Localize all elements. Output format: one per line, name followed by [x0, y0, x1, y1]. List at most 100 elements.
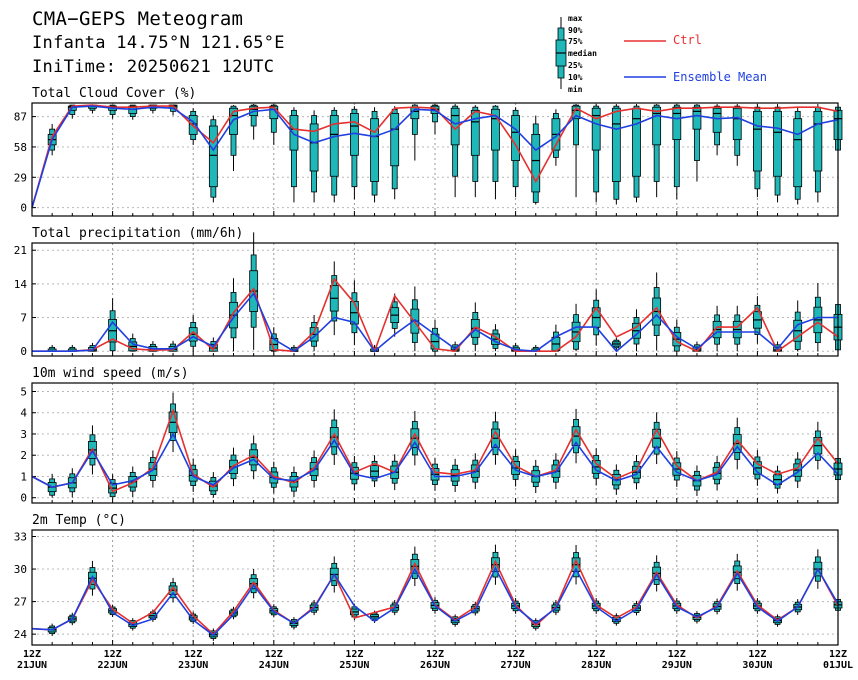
cloud-box-inner	[753, 110, 762, 172]
cloud-box	[511, 107, 521, 198]
precip-box	[390, 293, 400, 337]
wind-frame	[31, 382, 839, 504]
cloud-box	[732, 104, 742, 166]
x-tick-label-time: 12Z	[23, 649, 41, 660]
precip-box	[329, 261, 339, 336]
cloud-box	[289, 107, 299, 203]
x-tick-label-time: 12Z	[184, 649, 202, 660]
wind-box	[168, 392, 178, 453]
wind-mean-line	[31, 432, 839, 488]
precip-box	[188, 314, 198, 352]
cloud-box-inner	[793, 118, 803, 188]
temp-panel: 24 27 30 33	[14, 529, 843, 646]
cloud-box	[450, 104, 460, 198]
x-tick-label-time: 12Z	[426, 649, 444, 660]
wind-y-tick-label: 0	[20, 492, 27, 505]
wind-y-tick-label: 5	[20, 385, 27, 398]
cloud-box	[672, 104, 682, 200]
legend-box-label: max	[568, 14, 583, 23]
cloud-box-inner	[773, 110, 782, 177]
cloud-box	[470, 105, 480, 198]
init-time-label: IniTime: 20250621 12UTC	[32, 57, 275, 77]
cloud-box-inner	[470, 109, 480, 156]
legend-box-label: 10%	[568, 73, 583, 82]
wind-panel: 0 1 2 3 4 5	[20, 382, 843, 505]
cloud-box	[491, 105, 500, 200]
legend-box-symbol: max 90% 75% median 25% 10% min	[555, 14, 597, 94]
cloud-box-inner	[229, 107, 238, 135]
precip-y-tick-label: 21	[14, 244, 27, 257]
cloud-box-inner	[712, 107, 722, 133]
cloud-box-outer	[694, 104, 700, 161]
x-tick-label-time: 12Z	[668, 649, 686, 660]
precip-y-tick-label: 0	[20, 345, 27, 358]
cloud-box-inner	[652, 106, 662, 146]
x-tick-label-date: 01JUL	[823, 660, 853, 671]
precip-box	[349, 280, 359, 346]
cloud-box-inner	[813, 110, 823, 172]
wind-panel-title: 10m wind speed (m/s)	[32, 366, 189, 381]
precip-box	[732, 305, 742, 352]
wind-box	[652, 412, 662, 465]
temp-box	[410, 546, 420, 587]
wind-box	[329, 409, 339, 465]
cloud-box	[229, 105, 238, 172]
temp-box	[249, 569, 259, 599]
wind-box	[370, 455, 379, 488]
legend-mean-label: Ensemble Mean	[673, 70, 767, 84]
precip-box	[753, 296, 762, 344]
cloud-box	[632, 104, 641, 203]
temp-y-tick-label: 33	[14, 531, 27, 544]
cloud-box	[349, 106, 359, 200]
cloud-box	[571, 104, 581, 198]
cloud-y-tick-label: 87	[14, 111, 27, 124]
cloud-y-tick-label: 0	[20, 202, 27, 215]
cloud-panel-title: Total Cloud Cover (%)	[32, 86, 197, 101]
cloud-box	[390, 106, 400, 200]
cloud-box-inner	[591, 107, 601, 151]
wind-box	[632, 454, 641, 490]
cloud-mean-line	[31, 105, 839, 208]
precip-y-tick-label: 14	[14, 278, 28, 291]
temp-panel-title: 2m Temp (°C)	[32, 513, 126, 528]
cloud-panel: 0 29 58 87	[14, 102, 843, 217]
precip-box	[47, 344, 57, 352]
x-tick-label-date: 27JUN	[501, 660, 531, 671]
legend-box-label: median	[568, 48, 597, 58]
temp-box	[229, 606, 238, 620]
cloud-box-inner	[511, 115, 521, 161]
wind-y-tick-label: 4	[20, 407, 27, 420]
cloud-box-inner	[309, 123, 319, 172]
precip-frame	[31, 242, 839, 357]
x-tick-label-date: 22JUN	[98, 660, 128, 671]
legend-box-label: 75%	[568, 37, 583, 46]
wind-box	[430, 457, 440, 491]
cloud-box-outer	[673, 104, 680, 188]
temp-y-tick-label: 27	[14, 596, 27, 609]
cloud-box-outer	[411, 104, 418, 135]
precip-box	[632, 309, 641, 352]
cloud-box	[208, 115, 218, 203]
wind-box	[793, 452, 803, 488]
x-tick-label-time: 12Z	[829, 649, 847, 660]
cloud-box	[773, 104, 782, 203]
wind-y-tick-label: 3	[20, 428, 27, 441]
wind-y-tick-label: 2	[20, 449, 27, 462]
cloud-box-inner	[692, 106, 702, 130]
cloud-box	[753, 104, 762, 198]
wind-y-tick-label: 1	[20, 470, 27, 483]
legend-box-label: 90%	[568, 26, 583, 35]
cloud-box	[712, 104, 722, 156]
x-tick-label-date: 30JUN	[742, 660, 772, 671]
cloud-box-inner	[571, 105, 581, 120]
cloud-box	[309, 110, 319, 203]
cloud-box	[370, 107, 379, 203]
x-tick-label-date: 29JUN	[662, 660, 692, 671]
cloud-box-inner	[611, 107, 621, 182]
wind-box	[773, 465, 782, 494]
cloud-y-tick-label: 29	[14, 171, 27, 184]
cloud-box-inner	[390, 113, 400, 167]
precip-y-tick-label: 7	[20, 312, 27, 325]
precip-panel-title: Total precipitation (mm/6h)	[32, 226, 244, 241]
